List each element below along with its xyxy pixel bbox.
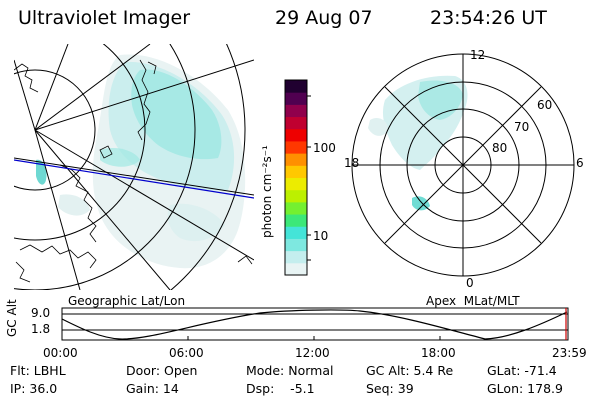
time-tick-0600: 06:00 xyxy=(169,346,204,360)
gc-alt-info: GC Alt: 5.4 Re xyxy=(366,363,454,378)
colorbar-segment xyxy=(285,250,307,264)
colorbar-segment xyxy=(285,116,307,130)
colorbar-segment xyxy=(285,104,307,118)
filter-info: Flt: LBHL xyxy=(10,363,66,378)
time-tick-2359: 23:59 xyxy=(552,346,587,360)
colorbar-segment xyxy=(285,140,307,154)
time-tick-1800: 18:00 xyxy=(421,346,456,360)
apex-caption: Apex MLat/MLT xyxy=(426,294,520,308)
mlat-label-70: 70 xyxy=(514,120,530,134)
time-tick-0000: 00:00 xyxy=(43,346,78,360)
colorbar-segment xyxy=(285,201,307,215)
colorbar-segment xyxy=(285,189,307,203)
door-info: Door: Open xyxy=(126,363,198,378)
colorbar-segment xyxy=(285,177,307,191)
observation-time: 23:54:26 UT xyxy=(430,7,547,29)
colorbar-frame xyxy=(284,79,308,276)
ip-info: IP: 36.0 xyxy=(10,381,58,396)
mlt-label-0: 0 xyxy=(466,276,474,290)
colorbar-segment xyxy=(285,238,307,252)
colorbar-segment xyxy=(285,80,307,93)
colorbar-segment xyxy=(285,128,307,142)
mlt-label-6: 6 xyxy=(576,156,584,170)
colorbar-segment xyxy=(285,92,307,105)
dsp-info: Dsp: -5.1 xyxy=(246,381,315,396)
glon-info: GLon: 178.9 xyxy=(487,381,563,396)
colorbar-segment xyxy=(285,226,307,239)
colorbar-segment xyxy=(285,153,307,166)
mlat-label-80: 80 xyxy=(492,141,508,155)
gain-info: Gain: 14 xyxy=(126,381,179,396)
colorbar-tick-100: 100 xyxy=(313,141,336,155)
mlt-label-18: 18 xyxy=(344,156,360,170)
colorbar-segment xyxy=(285,165,307,178)
altitude-curve xyxy=(61,309,568,340)
coastline-outlines xyxy=(14,59,253,283)
mode-info: Mode: Normal xyxy=(246,363,334,378)
glat-info: GLat: -71.4 xyxy=(487,363,557,378)
colorbar-tick-10: 10 xyxy=(313,229,329,243)
altitude-tick-1-8: 1.8 xyxy=(31,322,51,336)
colorbar-segment xyxy=(285,262,307,276)
geographic-caption: Geographic Lat/Lon xyxy=(68,294,186,308)
uv-emission-region xyxy=(36,54,246,269)
observation-date: 29 Aug 07 xyxy=(275,7,373,29)
seq-info: Seq: 39 xyxy=(366,381,414,396)
satellite-track xyxy=(14,159,254,199)
altitude-axis-label: GC Alt xyxy=(5,299,19,337)
mlat-label-60: 60 xyxy=(537,98,553,112)
time-tick-1200: 12:00 xyxy=(295,346,330,360)
mlt-label-12: 12 xyxy=(470,48,486,62)
instrument-title: Ultraviolet Imager xyxy=(18,7,191,29)
colorbar-segment xyxy=(285,214,307,227)
altitude-tick-9: 9.0 xyxy=(31,306,51,320)
